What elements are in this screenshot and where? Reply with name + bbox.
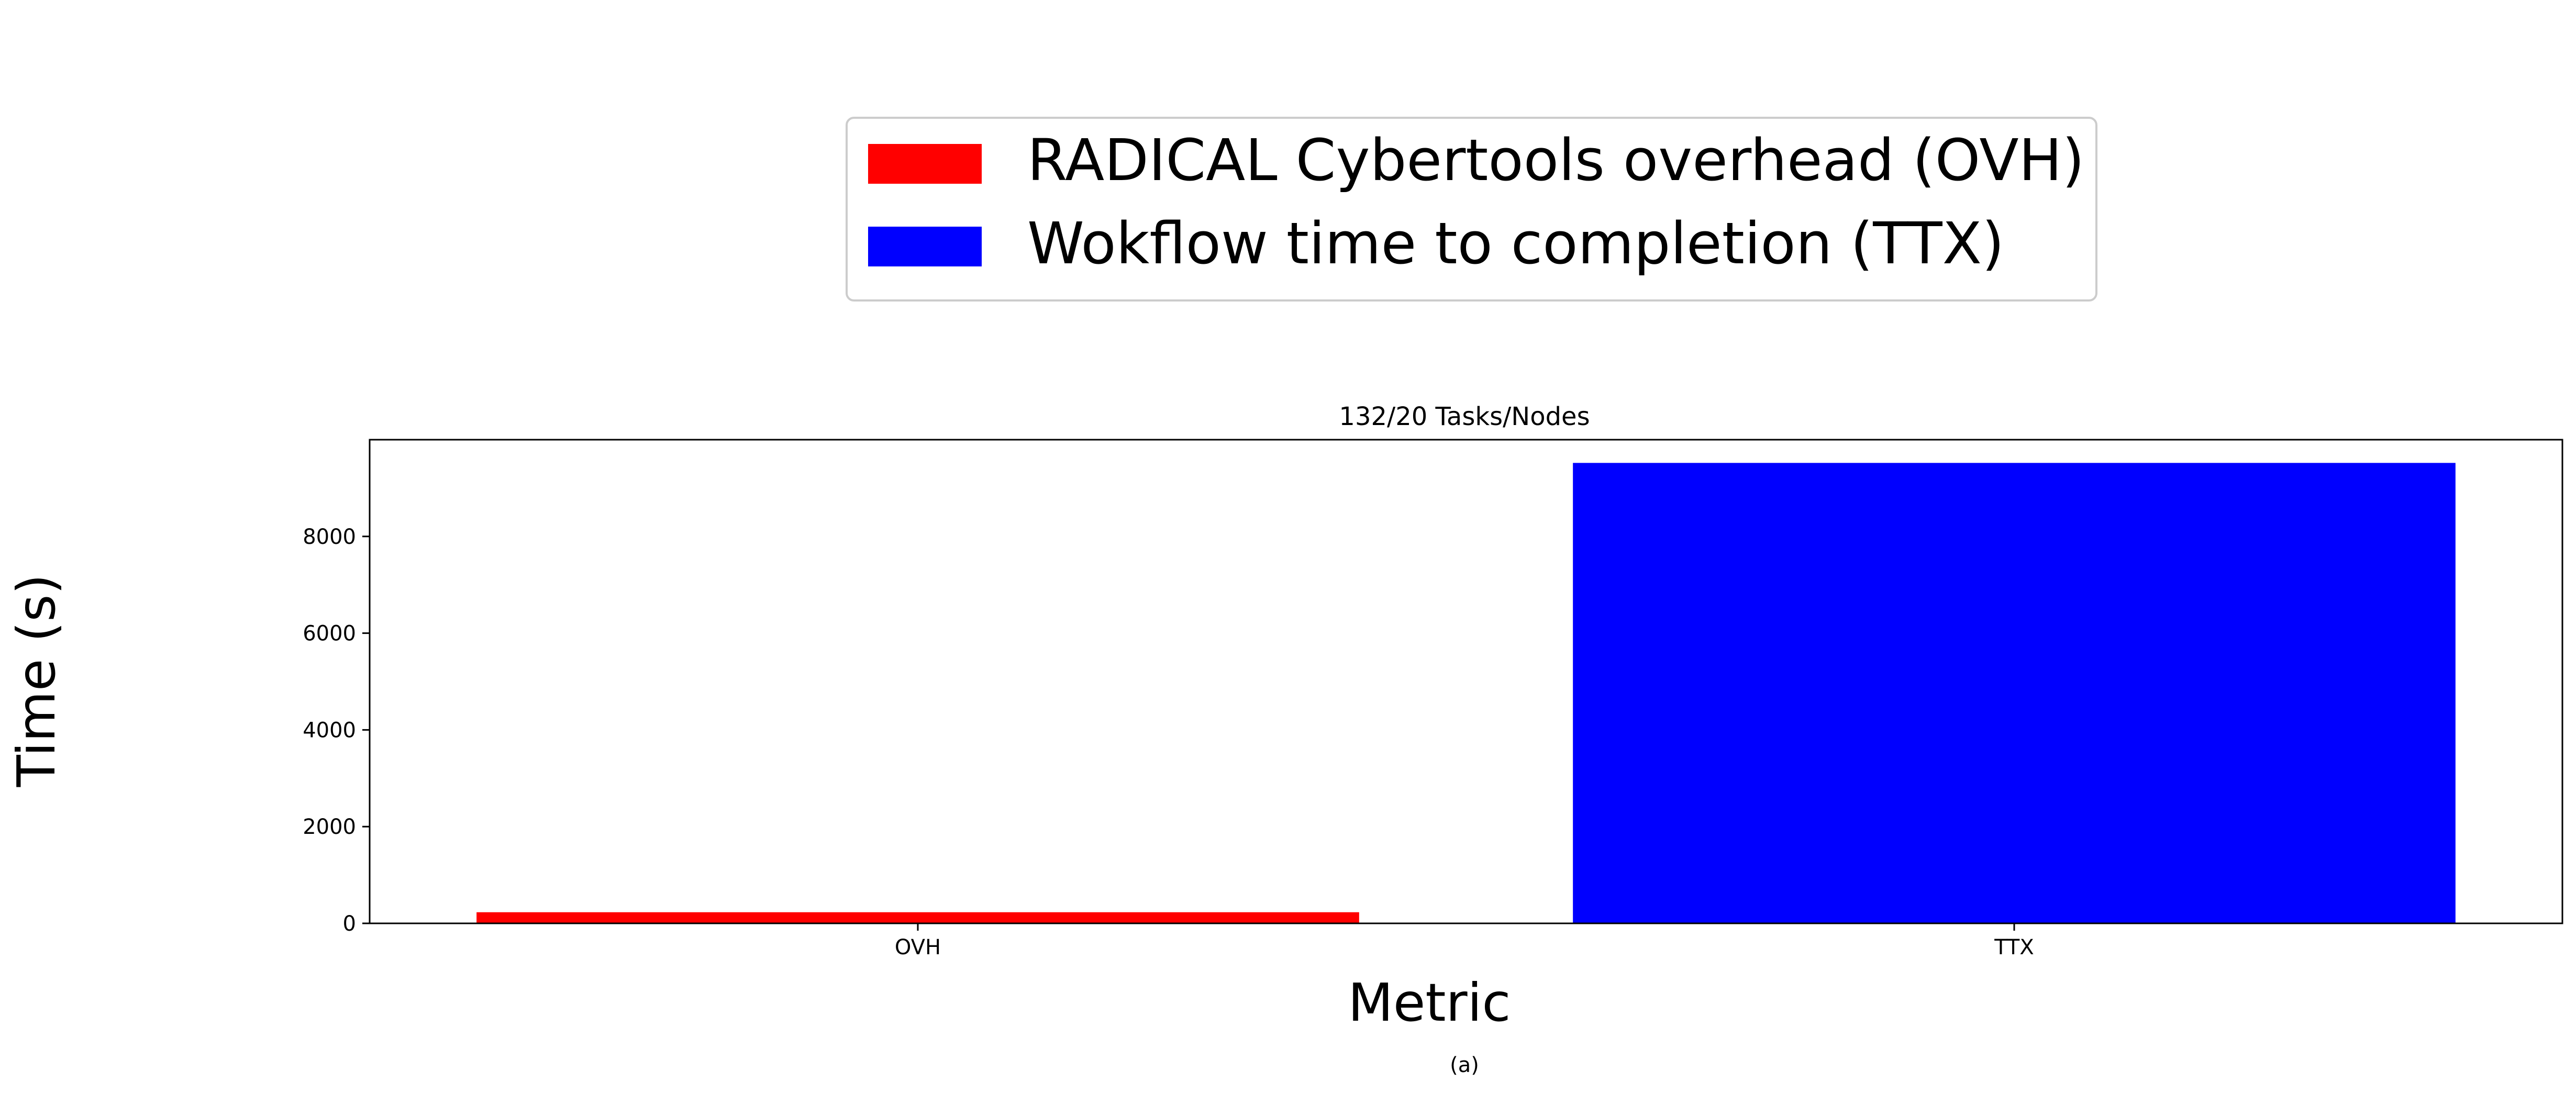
x-tick-label: OVH bbox=[895, 935, 941, 959]
y-axis-ticks: 0 2000 4000 6000 8000 bbox=[303, 525, 370, 936]
x-axis-label: Metric bbox=[1348, 972, 1511, 1033]
legend-swatch-ttx bbox=[868, 227, 982, 266]
chart-title: 132/20 Tasks/Nodes bbox=[1339, 402, 1590, 431]
x-axis-ticks: OVH TTX bbox=[895, 923, 2034, 959]
legend-swatch-ovh bbox=[868, 144, 982, 184]
legend: RADICAL Cybertools overhead (OVH) Wokflo… bbox=[846, 117, 2097, 302]
legend-label-ttx: Wokflow time to completion (TTX) bbox=[1027, 210, 2004, 277]
bar-ttx bbox=[1573, 463, 2456, 923]
y-tick-label: 4000 bbox=[303, 718, 356, 742]
y-tick-label: 0 bbox=[343, 912, 356, 936]
legend-label-ovh: RADICAL Cybertools overhead (OVH) bbox=[1027, 127, 2084, 194]
y-tick-label: 2000 bbox=[303, 815, 356, 839]
x-tick-label: TTX bbox=[1994, 935, 2034, 959]
legend-box bbox=[846, 117, 2097, 302]
figure-caption: (a) bbox=[1450, 1053, 1479, 1077]
y-tick-label: 8000 bbox=[303, 525, 356, 549]
y-axis-label: Time (s) bbox=[6, 574, 67, 788]
bars bbox=[476, 463, 2456, 923]
y-tick-label: 6000 bbox=[303, 622, 356, 646]
plot-frame bbox=[369, 439, 2563, 924]
bar-ovh bbox=[476, 912, 1359, 923]
